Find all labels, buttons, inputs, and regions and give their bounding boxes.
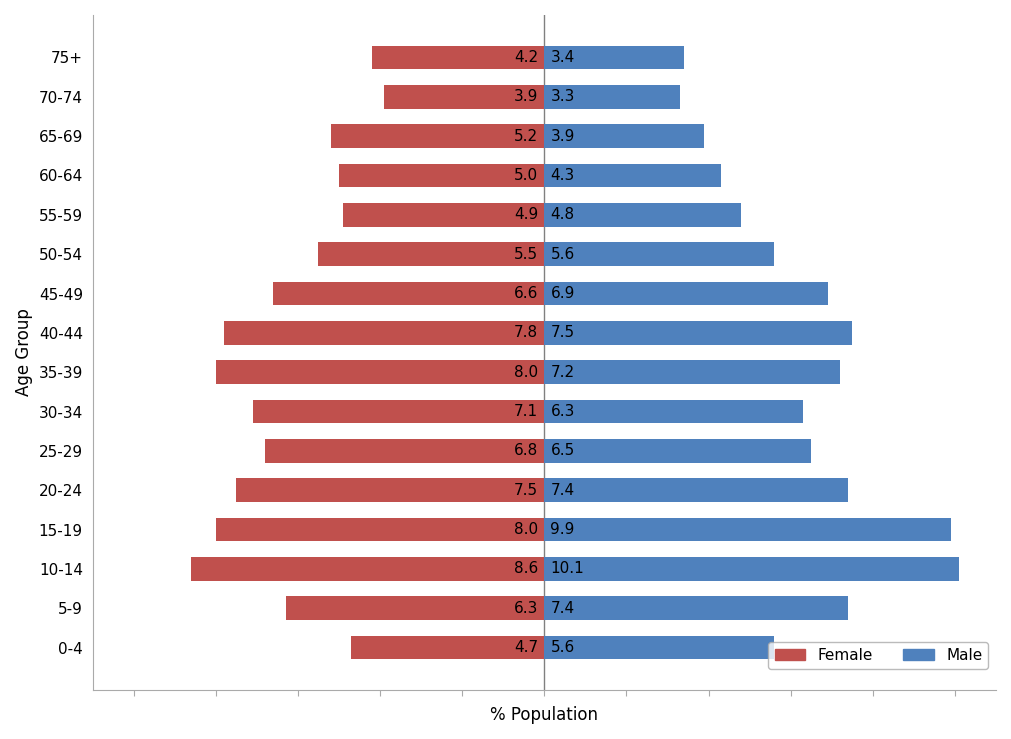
Bar — [331, 124, 544, 148]
Bar — [544, 439, 811, 463]
Bar — [215, 518, 544, 542]
Bar — [286, 596, 544, 620]
Text: 6.9: 6.9 — [550, 286, 575, 301]
Bar — [544, 242, 774, 266]
Text: 7.4: 7.4 — [550, 483, 574, 497]
X-axis label: % Population: % Population — [490, 706, 599, 724]
Text: 3.9: 3.9 — [514, 89, 538, 104]
Text: 9.9: 9.9 — [550, 522, 575, 537]
Text: 7.5: 7.5 — [550, 325, 574, 341]
Text: 7.1: 7.1 — [514, 404, 538, 419]
Text: 6.8: 6.8 — [514, 443, 538, 458]
Text: 3.9: 3.9 — [550, 129, 575, 143]
Text: 7.2: 7.2 — [550, 364, 574, 380]
Text: 5.6: 5.6 — [550, 247, 574, 262]
Text: 10.1: 10.1 — [550, 562, 584, 576]
Text: 7.4: 7.4 — [550, 601, 574, 616]
Bar — [352, 636, 544, 659]
Bar — [544, 596, 848, 620]
Bar — [273, 282, 544, 305]
Text: 4.7: 4.7 — [514, 640, 538, 655]
Text: 4.2: 4.2 — [514, 50, 538, 65]
Text: 5.5: 5.5 — [514, 247, 538, 262]
Text: 8.0: 8.0 — [514, 522, 538, 537]
Text: 3.4: 3.4 — [550, 50, 574, 65]
Text: 3.3: 3.3 — [550, 89, 575, 104]
Bar — [544, 478, 848, 502]
Text: 5.6: 5.6 — [550, 640, 574, 655]
Bar — [544, 203, 741, 227]
Bar — [343, 203, 544, 227]
Bar — [544, 361, 840, 384]
Text: 7.8: 7.8 — [514, 325, 538, 341]
Bar — [544, 46, 683, 69]
Bar — [253, 400, 544, 423]
Bar — [544, 85, 679, 109]
Bar — [215, 361, 544, 384]
Y-axis label: Age Group: Age Group — [15, 309, 33, 396]
Bar — [544, 282, 828, 305]
Text: 6.3: 6.3 — [514, 601, 538, 616]
Bar — [544, 400, 803, 423]
Bar — [339, 164, 544, 187]
Bar — [191, 557, 544, 581]
Text: 8.6: 8.6 — [514, 562, 538, 576]
Text: 6.3: 6.3 — [550, 404, 575, 419]
Bar — [372, 46, 544, 69]
Bar — [544, 124, 705, 148]
Bar — [544, 321, 852, 344]
Bar — [224, 321, 544, 344]
Bar — [544, 636, 774, 659]
Bar — [318, 242, 544, 266]
Bar — [544, 164, 721, 187]
Text: 4.3: 4.3 — [550, 168, 574, 183]
Bar — [384, 85, 544, 109]
Text: 6.6: 6.6 — [514, 286, 538, 301]
Text: 8.0: 8.0 — [514, 364, 538, 380]
Text: 7.5: 7.5 — [514, 483, 538, 497]
Text: 4.8: 4.8 — [550, 208, 574, 222]
Text: 6.5: 6.5 — [550, 443, 574, 458]
Bar — [544, 557, 959, 581]
Text: 4.9: 4.9 — [514, 208, 538, 222]
Text: 5.2: 5.2 — [514, 129, 538, 143]
Bar — [544, 518, 950, 542]
Text: 5.0: 5.0 — [514, 168, 538, 183]
Legend: Female, Male: Female, Male — [768, 641, 989, 669]
Bar — [237, 478, 544, 502]
Bar — [265, 439, 544, 463]
